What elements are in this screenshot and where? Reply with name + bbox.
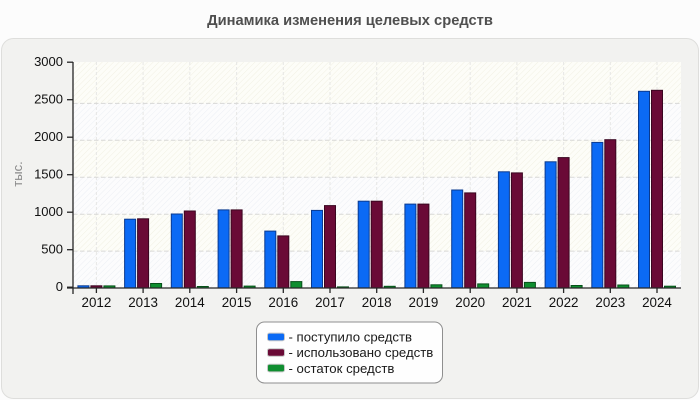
svg-text:- использовано средств: - использовано средств xyxy=(289,345,434,360)
svg-text:2012: 2012 xyxy=(82,295,112,310)
svg-text:2017: 2017 xyxy=(315,295,345,310)
svg-text:Динамика изменения целевых сре: Динамика изменения целевых средств xyxy=(207,13,493,29)
svg-text:2020: 2020 xyxy=(455,295,485,310)
svg-text:тыс.: тыс. xyxy=(10,161,25,186)
svg-text:500: 500 xyxy=(41,242,63,257)
svg-text:- поступило средств: - поступило средств xyxy=(289,330,413,345)
svg-text:2021: 2021 xyxy=(502,295,532,310)
svg-text:1500: 1500 xyxy=(34,167,63,182)
svg-text:1000: 1000 xyxy=(34,204,63,219)
svg-text:2022: 2022 xyxy=(549,295,579,310)
svg-text:3000: 3000 xyxy=(34,54,63,69)
svg-text:2500: 2500 xyxy=(34,92,63,107)
svg-text:2024: 2024 xyxy=(642,295,672,310)
svg-text:2000: 2000 xyxy=(34,129,63,144)
svg-text:2019: 2019 xyxy=(409,295,439,310)
svg-text:2018: 2018 xyxy=(362,295,392,310)
svg-text:2023: 2023 xyxy=(595,295,625,310)
svg-text:0: 0 xyxy=(56,279,63,294)
svg-text:2016: 2016 xyxy=(268,295,298,310)
svg-text:2015: 2015 xyxy=(222,295,252,310)
svg-text:2013: 2013 xyxy=(128,295,158,310)
svg-text:2014: 2014 xyxy=(175,295,205,310)
svg-text:- остаток средств: - остаток средств xyxy=(289,361,395,376)
